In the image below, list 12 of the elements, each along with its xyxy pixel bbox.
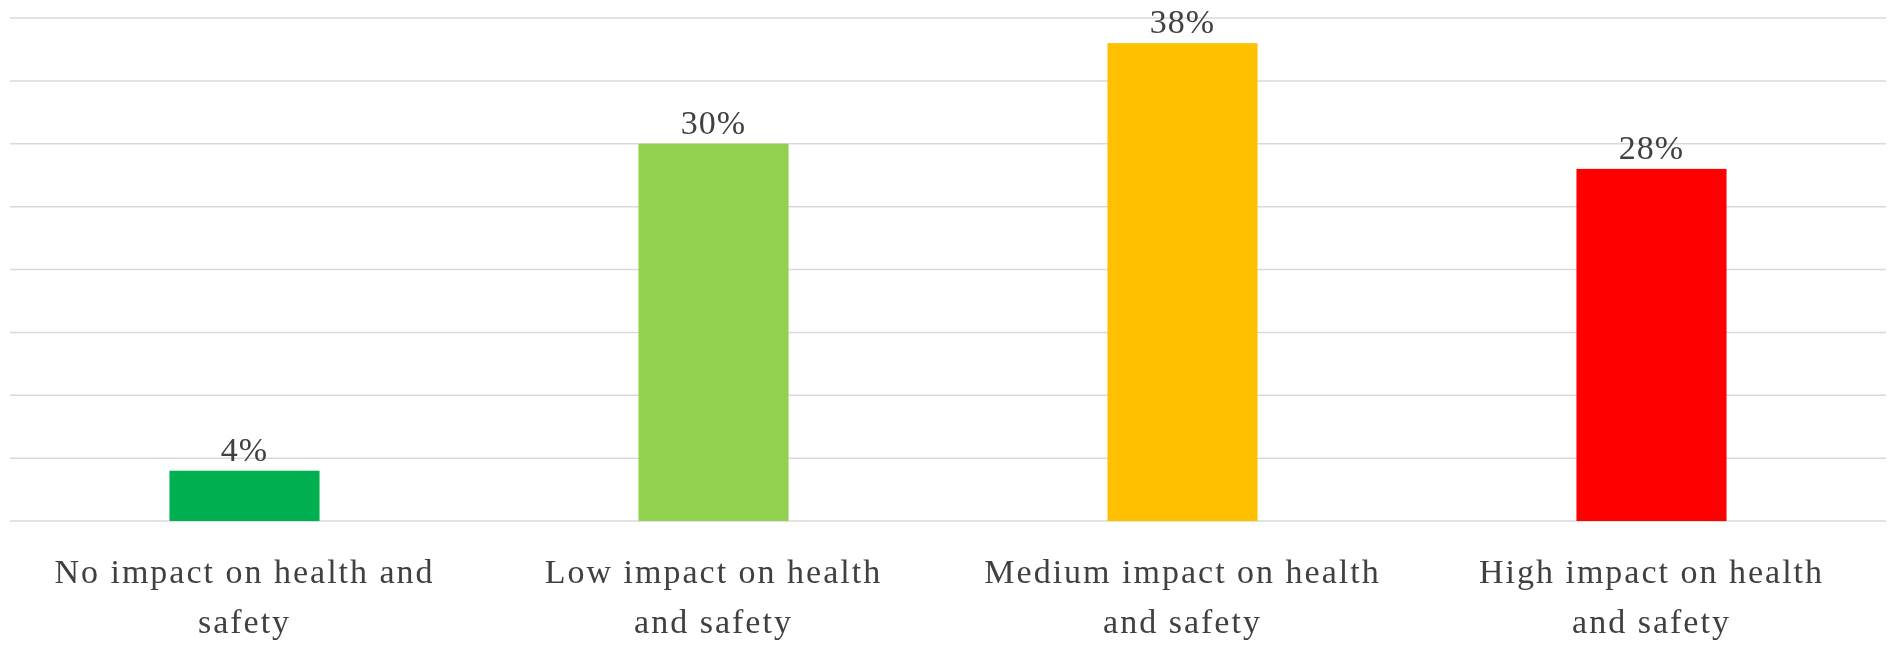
data-label: 38% xyxy=(1149,3,1216,41)
x-tick-label: No impact on health and safety xyxy=(54,553,435,640)
bar xyxy=(638,143,789,521)
bar xyxy=(1107,43,1258,521)
data-label: 4% xyxy=(220,430,269,468)
data-label: 30% xyxy=(680,103,747,141)
x-tick-label: Medium impact on health and safety xyxy=(984,553,1381,640)
bar xyxy=(1576,168,1727,521)
bar xyxy=(169,470,320,521)
data-label: 28% xyxy=(1618,128,1685,166)
x-tick-label: Low impact on health and safety xyxy=(544,553,883,640)
x-tick-label: High impact on health and safety xyxy=(1478,553,1825,640)
